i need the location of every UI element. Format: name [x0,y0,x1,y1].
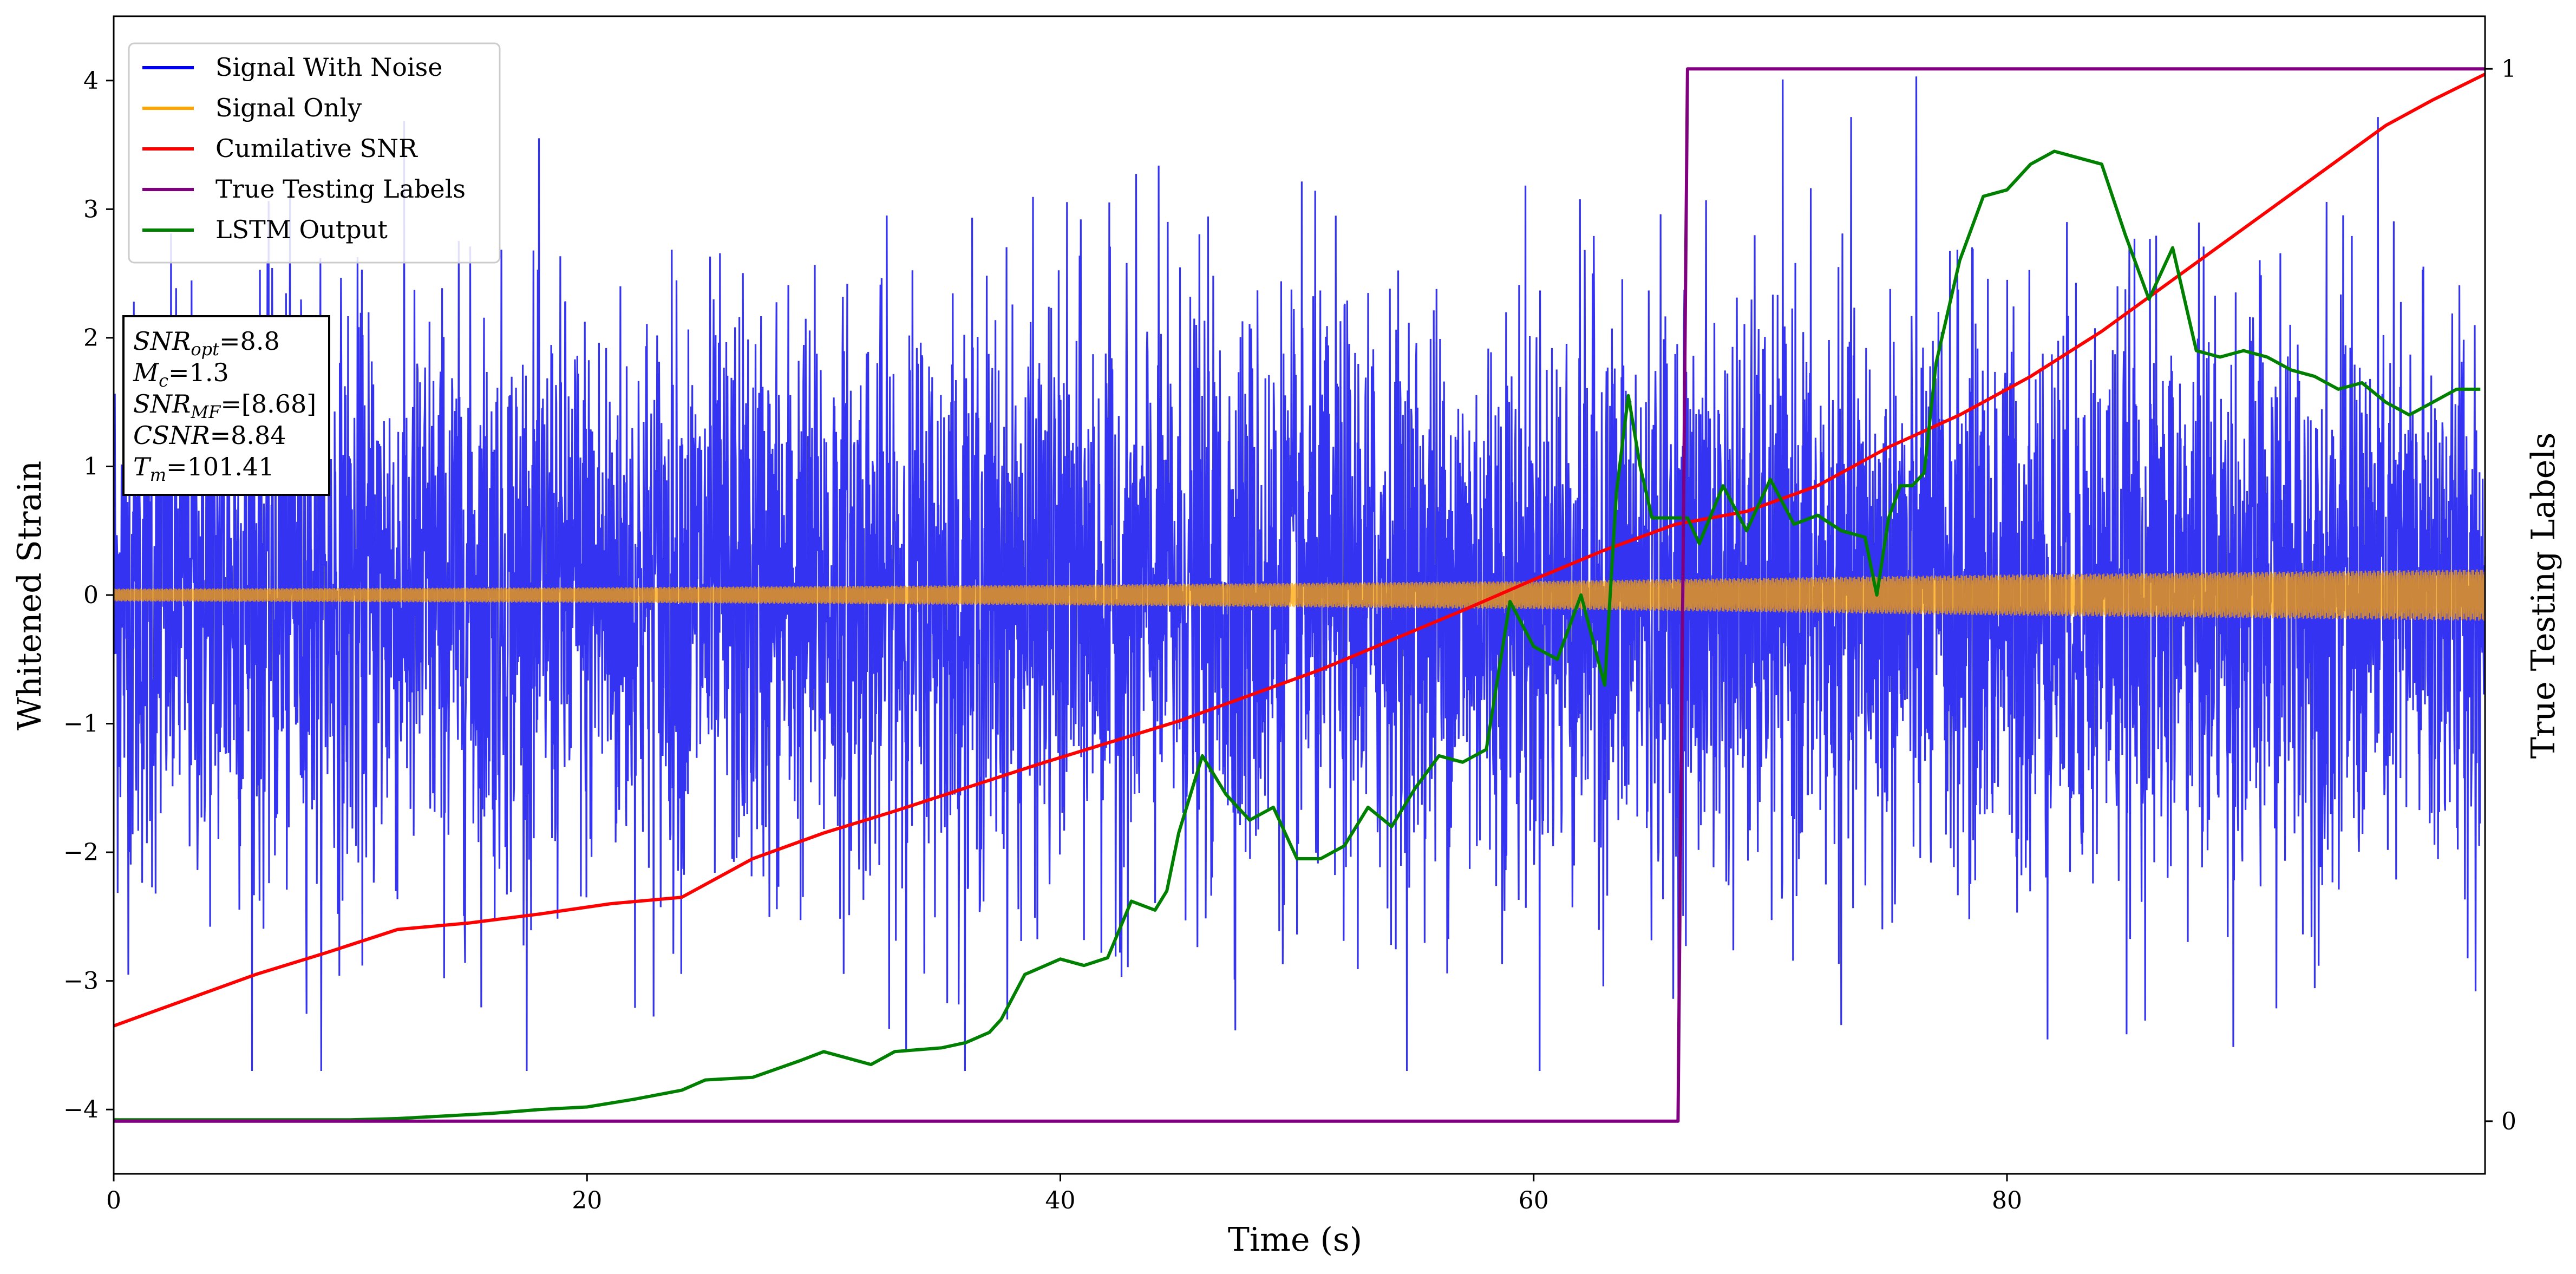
info-symbol: CSNR [133,421,210,450]
info-value: =1.3 [168,358,229,387]
legend-label: Signal Only [215,93,362,122]
x-tick-label: 60 [1519,1187,1549,1214]
legend-label: Cumilative SNR [215,134,418,163]
info-line: CSNR=8.84 [133,421,286,450]
info-symbol: M [133,358,160,387]
signal-with-noise-line [113,76,2486,1072]
y2-tick-label: 1 [2501,55,2516,83]
info-subscript: m [150,465,166,485]
info-value: =[8.68] [220,389,316,419]
true-testing-labels-line [114,67,2485,1123]
x-axis-title: Time (s) [1228,1221,1362,1259]
x-tick-label: 0 [106,1187,121,1214]
info-symbol: SNR [133,326,191,356]
x-tick-label: 20 [572,1187,602,1214]
info-subscript: c [159,370,168,391]
legend-box [128,42,501,264]
legend-label: True Testing Labels [215,174,466,204]
y-tick-label: 4 [83,67,99,95]
y-tick-label: 3 [83,195,99,223]
legend-label: Signal With Noise [215,53,442,82]
cumulative-snr-line [113,73,2486,1028]
y-tick-label: −2 [63,839,99,866]
x-tick-label: 80 [1992,1187,2022,1214]
info-subscript: MF [190,402,221,422]
info-value: =101.41 [166,452,274,481]
y-tick-label: −3 [63,968,99,995]
y-tick-label: −4 [63,1096,99,1123]
signal-with-noise-trace [113,76,2486,1072]
info-line: Tm=101.41 [133,452,274,485]
info-box: SNRopt=8.8Mc=1.3SNRMF=[8.68]CSNR=8.84Tm=… [122,315,330,496]
info-symbol: SNR [133,389,191,419]
y-tick-label: 0 [83,582,99,609]
info-value: =8.84 [210,421,286,450]
signal-only-line [113,569,2486,621]
info-value: =8.8 [219,326,280,356]
y-tick-label: 2 [83,324,99,352]
y2-axis-title: True Testing Labels [2525,433,2562,759]
info-subscript: opt [191,339,219,360]
legend: Signal With Noise Signal Only Cumilative S… [128,42,501,264]
info-line: Mc=1.3 [133,358,229,391]
lstm-output-line [114,149,2481,1122]
y-tick-label: −1 [63,710,99,738]
y-tick-label: 1 [83,453,99,480]
legend-label: LSTM Output [215,215,388,244]
chart-lines [113,67,2486,1123]
info-line: SNRMF=[8.68] [133,389,316,422]
info-line: SNRopt=8.8 [133,326,280,360]
signal-only-trace [113,569,2486,621]
x-tick-label: 40 [1045,1187,1076,1214]
y-axis-title: Whitened Strain [11,461,49,730]
y2-tick-label: 0 [2501,1108,2516,1135]
info-symbol: T [133,452,152,481]
info-box-frame [122,315,330,496]
